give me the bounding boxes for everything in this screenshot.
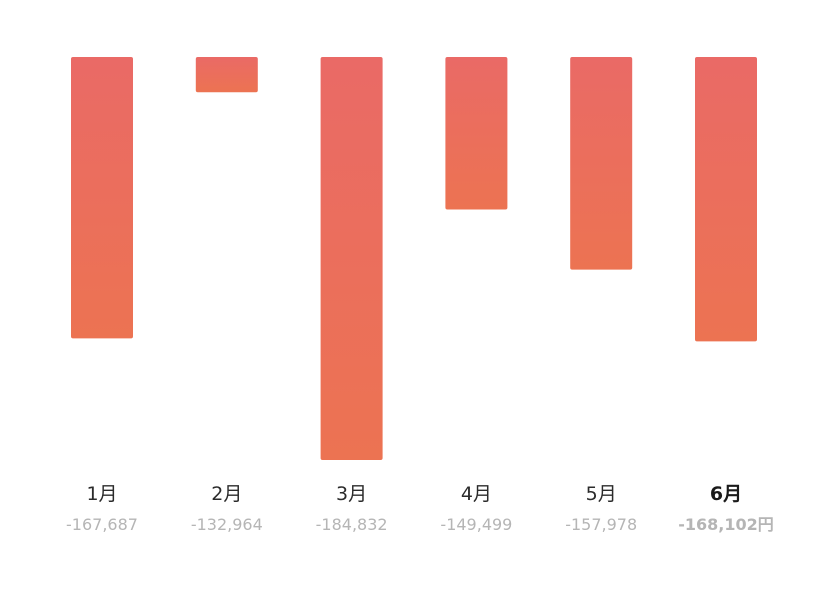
month-label-6[interactable]: 6月 bbox=[710, 483, 742, 505]
value-label-3: -184,832 bbox=[316, 515, 388, 534]
value-label-4: -149,499 bbox=[440, 515, 512, 534]
month-label-4[interactable]: 4月 bbox=[461, 483, 492, 505]
labels-group: 1月 -167,687 2月 -132,964 3月 -184,832 4月 -149,499… bbox=[66, 483, 774, 534]
value-label-1: -167,687 bbox=[66, 515, 138, 534]
bars-group bbox=[71, 57, 757, 460]
month-label-3[interactable]: 3月 bbox=[336, 483, 367, 505]
month-label-2[interactable]: 2月 bbox=[211, 483, 242, 505]
bar-month-1[interactable] bbox=[71, 57, 133, 339]
month-label-1[interactable]: 1月 bbox=[86, 483, 117, 505]
bar-month-4[interactable] bbox=[445, 57, 508, 210]
bar-month-3[interactable] bbox=[320, 57, 383, 460]
value-label-5: -157,978 bbox=[565, 515, 637, 534]
bar-month-2[interactable] bbox=[195, 57, 258, 93]
bar-month-6[interactable] bbox=[695, 57, 757, 342]
month-label-5[interactable]: 5月 bbox=[586, 483, 617, 505]
bar-month-5[interactable] bbox=[570, 57, 633, 270]
value-label-2: -132,964 bbox=[191, 515, 263, 534]
value-label-6: -168,102円 bbox=[678, 515, 774, 534]
